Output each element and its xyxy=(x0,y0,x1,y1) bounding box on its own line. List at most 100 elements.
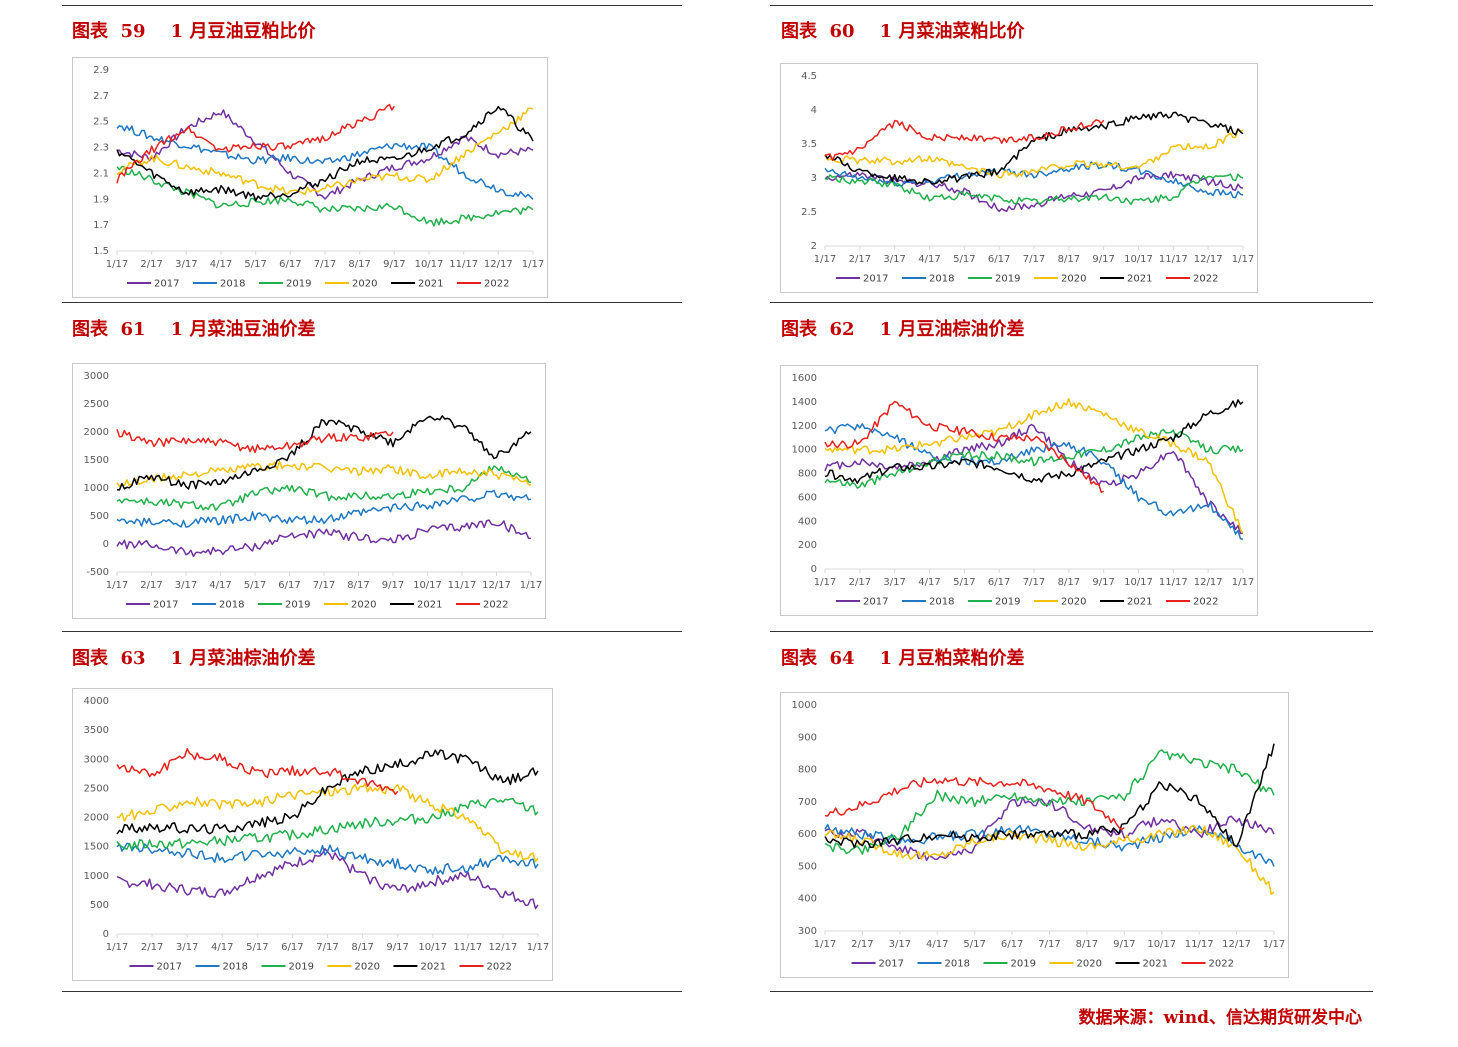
legend-label: 2018 xyxy=(945,959,970,970)
x-tick-label: 6/17 xyxy=(281,942,303,953)
y-tick-label: 400 xyxy=(798,516,817,527)
y-tick-label: 1200 xyxy=(792,421,817,432)
series-line-2020 xyxy=(824,128,1244,179)
series-line-2021 xyxy=(824,111,1244,185)
x-tick-label: 8/17 xyxy=(1076,939,1098,950)
y-tick-label: 1000 xyxy=(84,871,109,882)
y-tick-label: 200 xyxy=(798,540,817,551)
chart-61: 3000 2500 2000 1500 1000 500 0 -500 1/17 2/17 3/17… xyxy=(72,363,546,619)
x-tick-label: 4/17 xyxy=(918,254,940,265)
y-tick-label: 2.3 xyxy=(93,143,109,154)
divider xyxy=(62,5,682,6)
legend-label: 2019 xyxy=(995,597,1020,608)
series-line-2018 xyxy=(116,842,539,876)
legend-label: 2018 xyxy=(223,962,248,973)
y-tick-label: 400 xyxy=(798,894,817,905)
divider xyxy=(770,991,1373,992)
x-tick-label: 10/17 xyxy=(1124,577,1153,588)
x-tick-label: 2/17 xyxy=(140,580,162,591)
x-tick-label: 1/17 xyxy=(814,254,836,265)
legend-label: 2021 xyxy=(1143,959,1168,970)
x-tick-label: 11/17 xyxy=(1159,577,1188,588)
x-tick-label: 12/17 xyxy=(1194,254,1223,265)
chart-svg: 4000 3500 3000 2500 2000 1500 1000 500 0 1/17 2/17… xyxy=(84,696,550,973)
y-tick-label: 600 xyxy=(798,829,817,840)
x-tick-label: 4/17 xyxy=(926,939,948,950)
y-tick-label: 1500 xyxy=(84,842,109,853)
legend-label: 2022 xyxy=(487,962,512,973)
series-line-2019 xyxy=(116,165,534,227)
x-tick-label: 3/17 xyxy=(176,942,198,953)
y-tick-label: 0 xyxy=(103,539,109,550)
x-tick-label: 9/17 xyxy=(1092,254,1114,265)
series-line-2017 xyxy=(824,170,1244,213)
x-tick-label: 1/17 xyxy=(106,580,128,591)
legend-label: 2021 xyxy=(1127,274,1152,285)
y-tick-label: 3 xyxy=(811,173,817,184)
x-tick-label: 2/17 xyxy=(140,259,162,270)
y-tick-label: 2.5 xyxy=(93,117,109,128)
y-tick-label: 3000 xyxy=(84,371,109,382)
x-tick-label: 4/17 xyxy=(209,580,231,591)
x-tick-label: 5/17 xyxy=(963,939,985,950)
series-line-2020 xyxy=(824,824,1275,895)
x-tick-label: 4/17 xyxy=(210,259,232,270)
x-tick-label: 1/17 xyxy=(814,577,836,588)
series-line-2021 xyxy=(824,399,1244,484)
legend-label: 2021 xyxy=(421,962,446,973)
x-tick-label: 11/17 xyxy=(453,942,482,953)
y-tick-label: 2.1 xyxy=(93,168,109,179)
x-tick-label: 8/17 xyxy=(1058,577,1080,588)
x-tick-label: 1/17 xyxy=(106,259,128,270)
y-tick-label: 2.5 xyxy=(801,207,817,218)
legend-label: 2022 xyxy=(1209,959,1234,970)
x-tick-label: 2/17 xyxy=(849,577,871,588)
series-line-2020 xyxy=(116,107,534,196)
chart-62: 1600 1400 1200 1000 800 600 400 200 0 1/17 2/17 3/1… xyxy=(780,365,1258,616)
x-tick-label: 3/17 xyxy=(175,259,197,270)
series-line-2019 xyxy=(116,465,532,511)
chart-59: 2.9 2.7 2.5 2.3 2.1 1.9 1.7 1.5 1/17 2/17 3/17 4/17… xyxy=(72,57,548,298)
divider xyxy=(770,631,1373,632)
x-tick-label: 1/17 xyxy=(814,939,836,950)
x-tick-label: 8/17 xyxy=(351,942,373,953)
x-tick-label: 1/17 xyxy=(106,942,128,953)
x-tick-label: 10/17 xyxy=(415,259,444,270)
x-tick-label: 5/17 xyxy=(953,254,975,265)
x-tick-label: 8/17 xyxy=(348,259,370,270)
x-tick-label: 9/17 xyxy=(386,942,408,953)
series-line-2022 xyxy=(824,400,1104,493)
series-line-2021 xyxy=(116,749,539,835)
legend-label: 2021 xyxy=(417,600,442,611)
series-line-2017 xyxy=(116,519,532,558)
legend-label: 2022 xyxy=(483,600,508,611)
chart-title: 图表 63 1 月菜油棕油价差 xyxy=(72,648,316,669)
x-tick-label: 4/17 xyxy=(211,942,233,953)
x-tick-label: 7/17 xyxy=(1023,577,1045,588)
legend-label: 2019 xyxy=(285,600,310,611)
y-tick-label: 800 xyxy=(798,765,817,776)
divider xyxy=(62,631,682,632)
y-tick-label: 1.7 xyxy=(93,220,109,231)
x-tick-label: 4/17 xyxy=(918,577,940,588)
series-line-2021 xyxy=(116,105,534,202)
y-tick-label: 4 xyxy=(811,105,817,116)
x-tick-label: 2/17 xyxy=(851,939,873,950)
x-tick-label: 7/17 xyxy=(1023,254,1045,265)
chart-64: 1000 900 800 700 600 500 400 300 1/17 2/17 3/17 4/1… xyxy=(780,692,1289,978)
series-line-2017 xyxy=(824,796,1275,862)
x-tick-label: 11/17 xyxy=(449,259,478,270)
y-tick-label: 3000 xyxy=(84,754,109,765)
x-tick-label: 5/17 xyxy=(953,577,975,588)
x-tick-label: 11/17 xyxy=(1185,939,1214,950)
x-tick-label: 2/17 xyxy=(849,254,871,265)
x-tick-label: 1/17 xyxy=(527,942,549,953)
x-tick-label: 7/17 xyxy=(316,942,338,953)
y-tick-label: 700 xyxy=(798,797,817,808)
legend-label: 2017 xyxy=(863,597,888,608)
x-tick-label: 6/17 xyxy=(279,259,301,270)
legend-label: 2017 xyxy=(157,962,182,973)
x-tick-label: 6/17 xyxy=(1001,939,1023,950)
legend-label: 2022 xyxy=(484,279,509,290)
x-tick-label: 10/17 xyxy=(418,942,447,953)
